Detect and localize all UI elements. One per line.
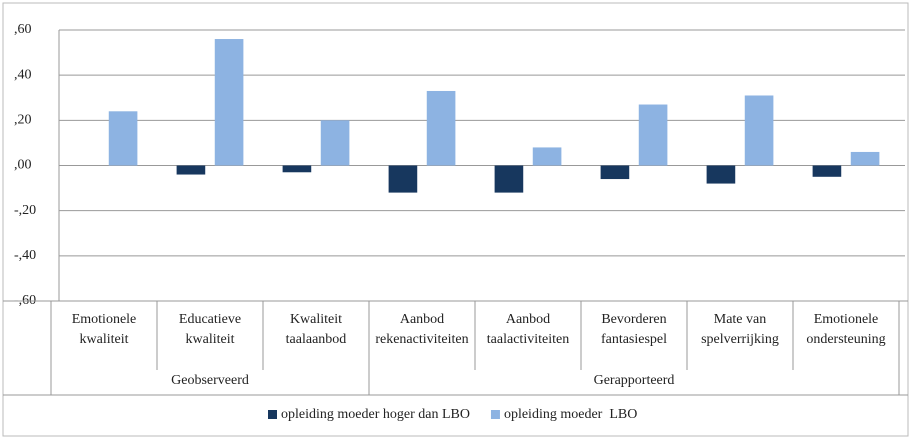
bar	[706, 165, 736, 184]
x-tick-label: Educatieve kwaliteit	[179, 312, 241, 347]
y-tick-label: -,20	[14, 203, 36, 218]
bar	[426, 90, 456, 166]
group-label: Geobserveerd	[171, 373, 249, 388]
x-tick-label: Aanbod rekenactiviteiten	[375, 312, 468, 347]
x-tick-label: Mate van spelverrijking	[701, 312, 779, 347]
x-tick-label: Emotionele ondersteuning	[806, 312, 885, 347]
y-tick-label: ,40	[14, 67, 32, 82]
bar	[532, 147, 562, 166]
bar	[282, 165, 312, 173]
bar	[850, 151, 880, 166]
y-tick-label: ,60	[14, 22, 32, 37]
bar	[388, 165, 418, 193]
bar	[812, 165, 842, 177]
bar	[600, 165, 630, 180]
bar	[744, 95, 774, 166]
y-tick-label: ,20	[14, 113, 32, 128]
bar	[108, 111, 138, 166]
x-tick-label: Emotionele kwaliteit	[72, 312, 137, 347]
x-tick-label: Kwaliteit taalaanbod	[286, 312, 347, 347]
y-tick-label: -,40	[14, 248, 36, 263]
bar	[176, 165, 206, 175]
legend-label: opleiding moeder hoger dan LBO	[281, 407, 470, 422]
legend-label: opleiding moeder LBO	[504, 407, 637, 422]
bar	[638, 104, 668, 166]
x-tick-label: Bevorderen fantasiespel	[601, 312, 667, 347]
legend-swatch	[490, 410, 500, 419]
bar	[320, 120, 350, 166]
bar	[214, 39, 244, 166]
legend-swatch	[268, 410, 277, 419]
group-label: Gerapporteerd	[594, 373, 675, 388]
y-tick-label: ,00	[14, 158, 32, 173]
bar	[494, 165, 524, 193]
x-tick-label: Aanbod taalactiviteiten	[487, 312, 569, 347]
